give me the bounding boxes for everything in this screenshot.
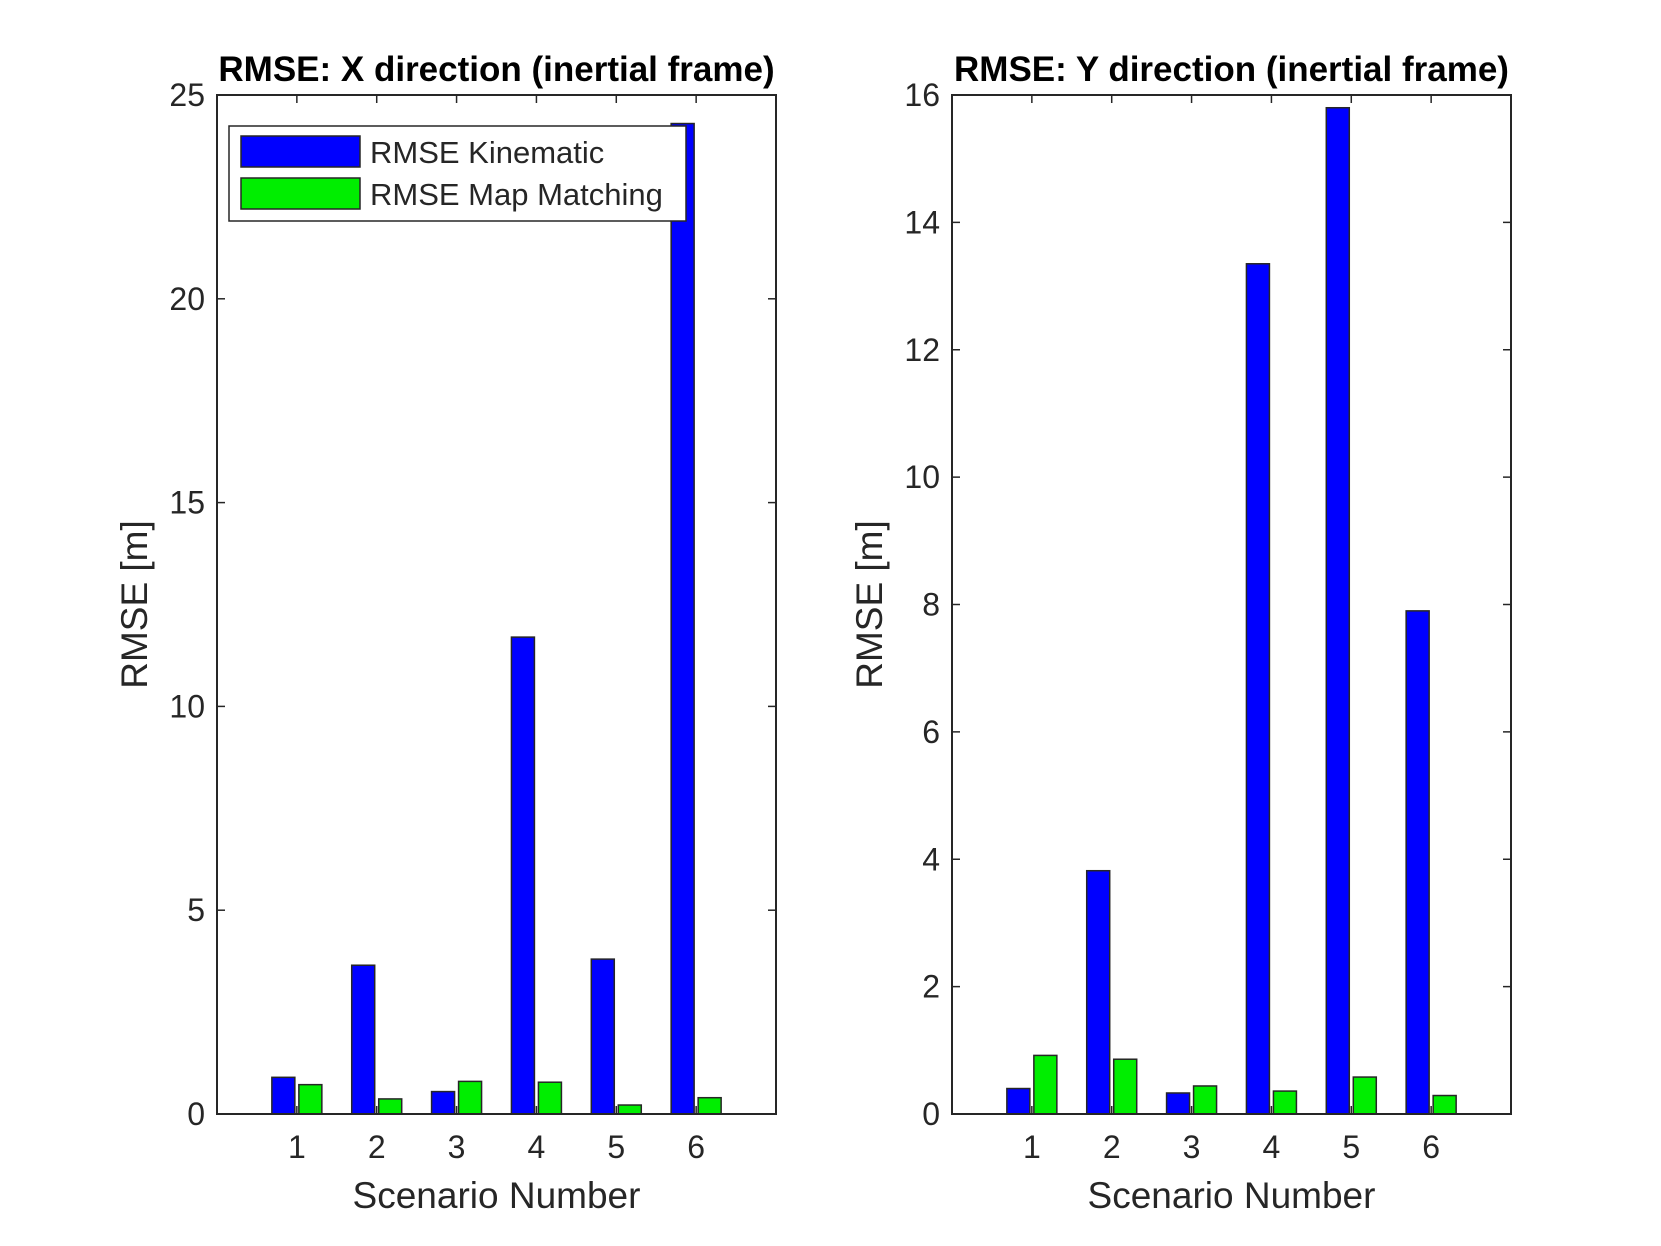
x-tick-label: 1 xyxy=(288,1129,306,1165)
chart-title: RMSE: Y direction (inertial frame) xyxy=(954,50,1509,89)
bars-layer xyxy=(1006,106,1457,1115)
x-tick-label: 4 xyxy=(528,1129,546,1165)
y-tick-label: 12 xyxy=(904,332,940,368)
y-tick-label: 20 xyxy=(169,281,205,317)
bar-kinematic-2 xyxy=(350,964,376,1115)
x-tick-label: 2 xyxy=(368,1129,386,1165)
y-tick-label: 0 xyxy=(922,1096,940,1132)
legend: RMSE Kinematic RMSE Map Matching xyxy=(228,125,687,222)
bar-kinematic-3 xyxy=(430,1090,456,1115)
bar-kinematic-4 xyxy=(1245,263,1271,1115)
y-tick-label: 6 xyxy=(922,714,940,750)
bar-kinematic-6 xyxy=(1405,610,1430,1115)
y-tick-label: 14 xyxy=(904,204,940,240)
y-axis-label: RMSE [m] xyxy=(849,520,890,689)
y-tick-label: 4 xyxy=(922,841,940,877)
legend-swatch-map-matching xyxy=(240,177,361,210)
bar-map-matching-5 xyxy=(1352,1076,1378,1115)
bar-kinematic-3 xyxy=(1165,1092,1191,1115)
bar-map-matching-1 xyxy=(298,1083,323,1115)
y-tick-label: 10 xyxy=(169,688,205,724)
y-tick-label: 0 xyxy=(187,1096,205,1132)
legend-label-map-matching: RMSE Map Matching xyxy=(370,177,663,212)
y-axis-label: RMSE [m] xyxy=(114,520,155,689)
chart-title: RMSE: X direction (inertial frame) xyxy=(218,50,774,89)
bar-kinematic-5 xyxy=(1325,106,1351,1115)
bar-map-matching-2 xyxy=(377,1098,403,1115)
ticks-layer: 1 2 3 4 5 6 0 5 10 15 20 25 xyxy=(169,77,776,1165)
bar-map-matching-3 xyxy=(1192,1085,1218,1115)
bar-map-matching-2 xyxy=(1112,1058,1138,1115)
x-tick-label: 4 xyxy=(1263,1129,1281,1165)
x-axis-label: Scenario Number xyxy=(1088,1175,1376,1216)
bar-map-matching-6 xyxy=(1432,1094,1457,1115)
legend-label-kinematic: RMSE Kinematic xyxy=(370,135,604,170)
x-tick-label: 5 xyxy=(1342,1129,1360,1165)
bar-map-matching-4 xyxy=(1272,1090,1298,1115)
bars-layer xyxy=(271,122,722,1115)
y-tick-label: 2 xyxy=(922,969,940,1005)
bar-map-matching-1 xyxy=(1033,1054,1058,1115)
x-tick-label: 6 xyxy=(1422,1129,1440,1165)
x-tick-label: 1 xyxy=(1023,1129,1041,1165)
bar-map-matching-4 xyxy=(537,1081,563,1115)
x-tick-label: 6 xyxy=(687,1129,705,1165)
y-tick-label: 8 xyxy=(922,587,940,623)
y-tick-label: 10 xyxy=(904,459,940,495)
bar-map-matching-5 xyxy=(617,1104,643,1115)
y-tick-label: 5 xyxy=(187,892,205,928)
x-tick-label: 3 xyxy=(448,1129,466,1165)
bar-kinematic-2 xyxy=(1085,869,1111,1115)
bar-map-matching-3 xyxy=(457,1080,483,1115)
axes-box xyxy=(216,94,777,1115)
y-tick-label: 25 xyxy=(169,77,205,113)
bar-map-matching-6 xyxy=(697,1096,722,1115)
x-tick-label: 2 xyxy=(1103,1129,1121,1165)
x-axis-label: Scenario Number xyxy=(353,1175,641,1216)
y-tick-label: 15 xyxy=(169,485,205,521)
bar-kinematic-4 xyxy=(510,636,536,1115)
legend-swatch-kinematic xyxy=(240,135,361,168)
chart-x-direction: 1 2 3 4 5 6 0 5 10 15 20 25 RMSE: X direction (iner… xyxy=(114,50,777,1216)
bar-kinematic-5 xyxy=(590,958,616,1115)
x-tick-label: 3 xyxy=(1183,1129,1201,1165)
bar-kinematic-1 xyxy=(1006,1087,1031,1115)
y-tick-label: 16 xyxy=(904,77,940,113)
bar-kinematic-1 xyxy=(271,1076,296,1115)
x-tick-label: 5 xyxy=(607,1129,625,1165)
bar-kinematic-6 xyxy=(670,122,695,1115)
